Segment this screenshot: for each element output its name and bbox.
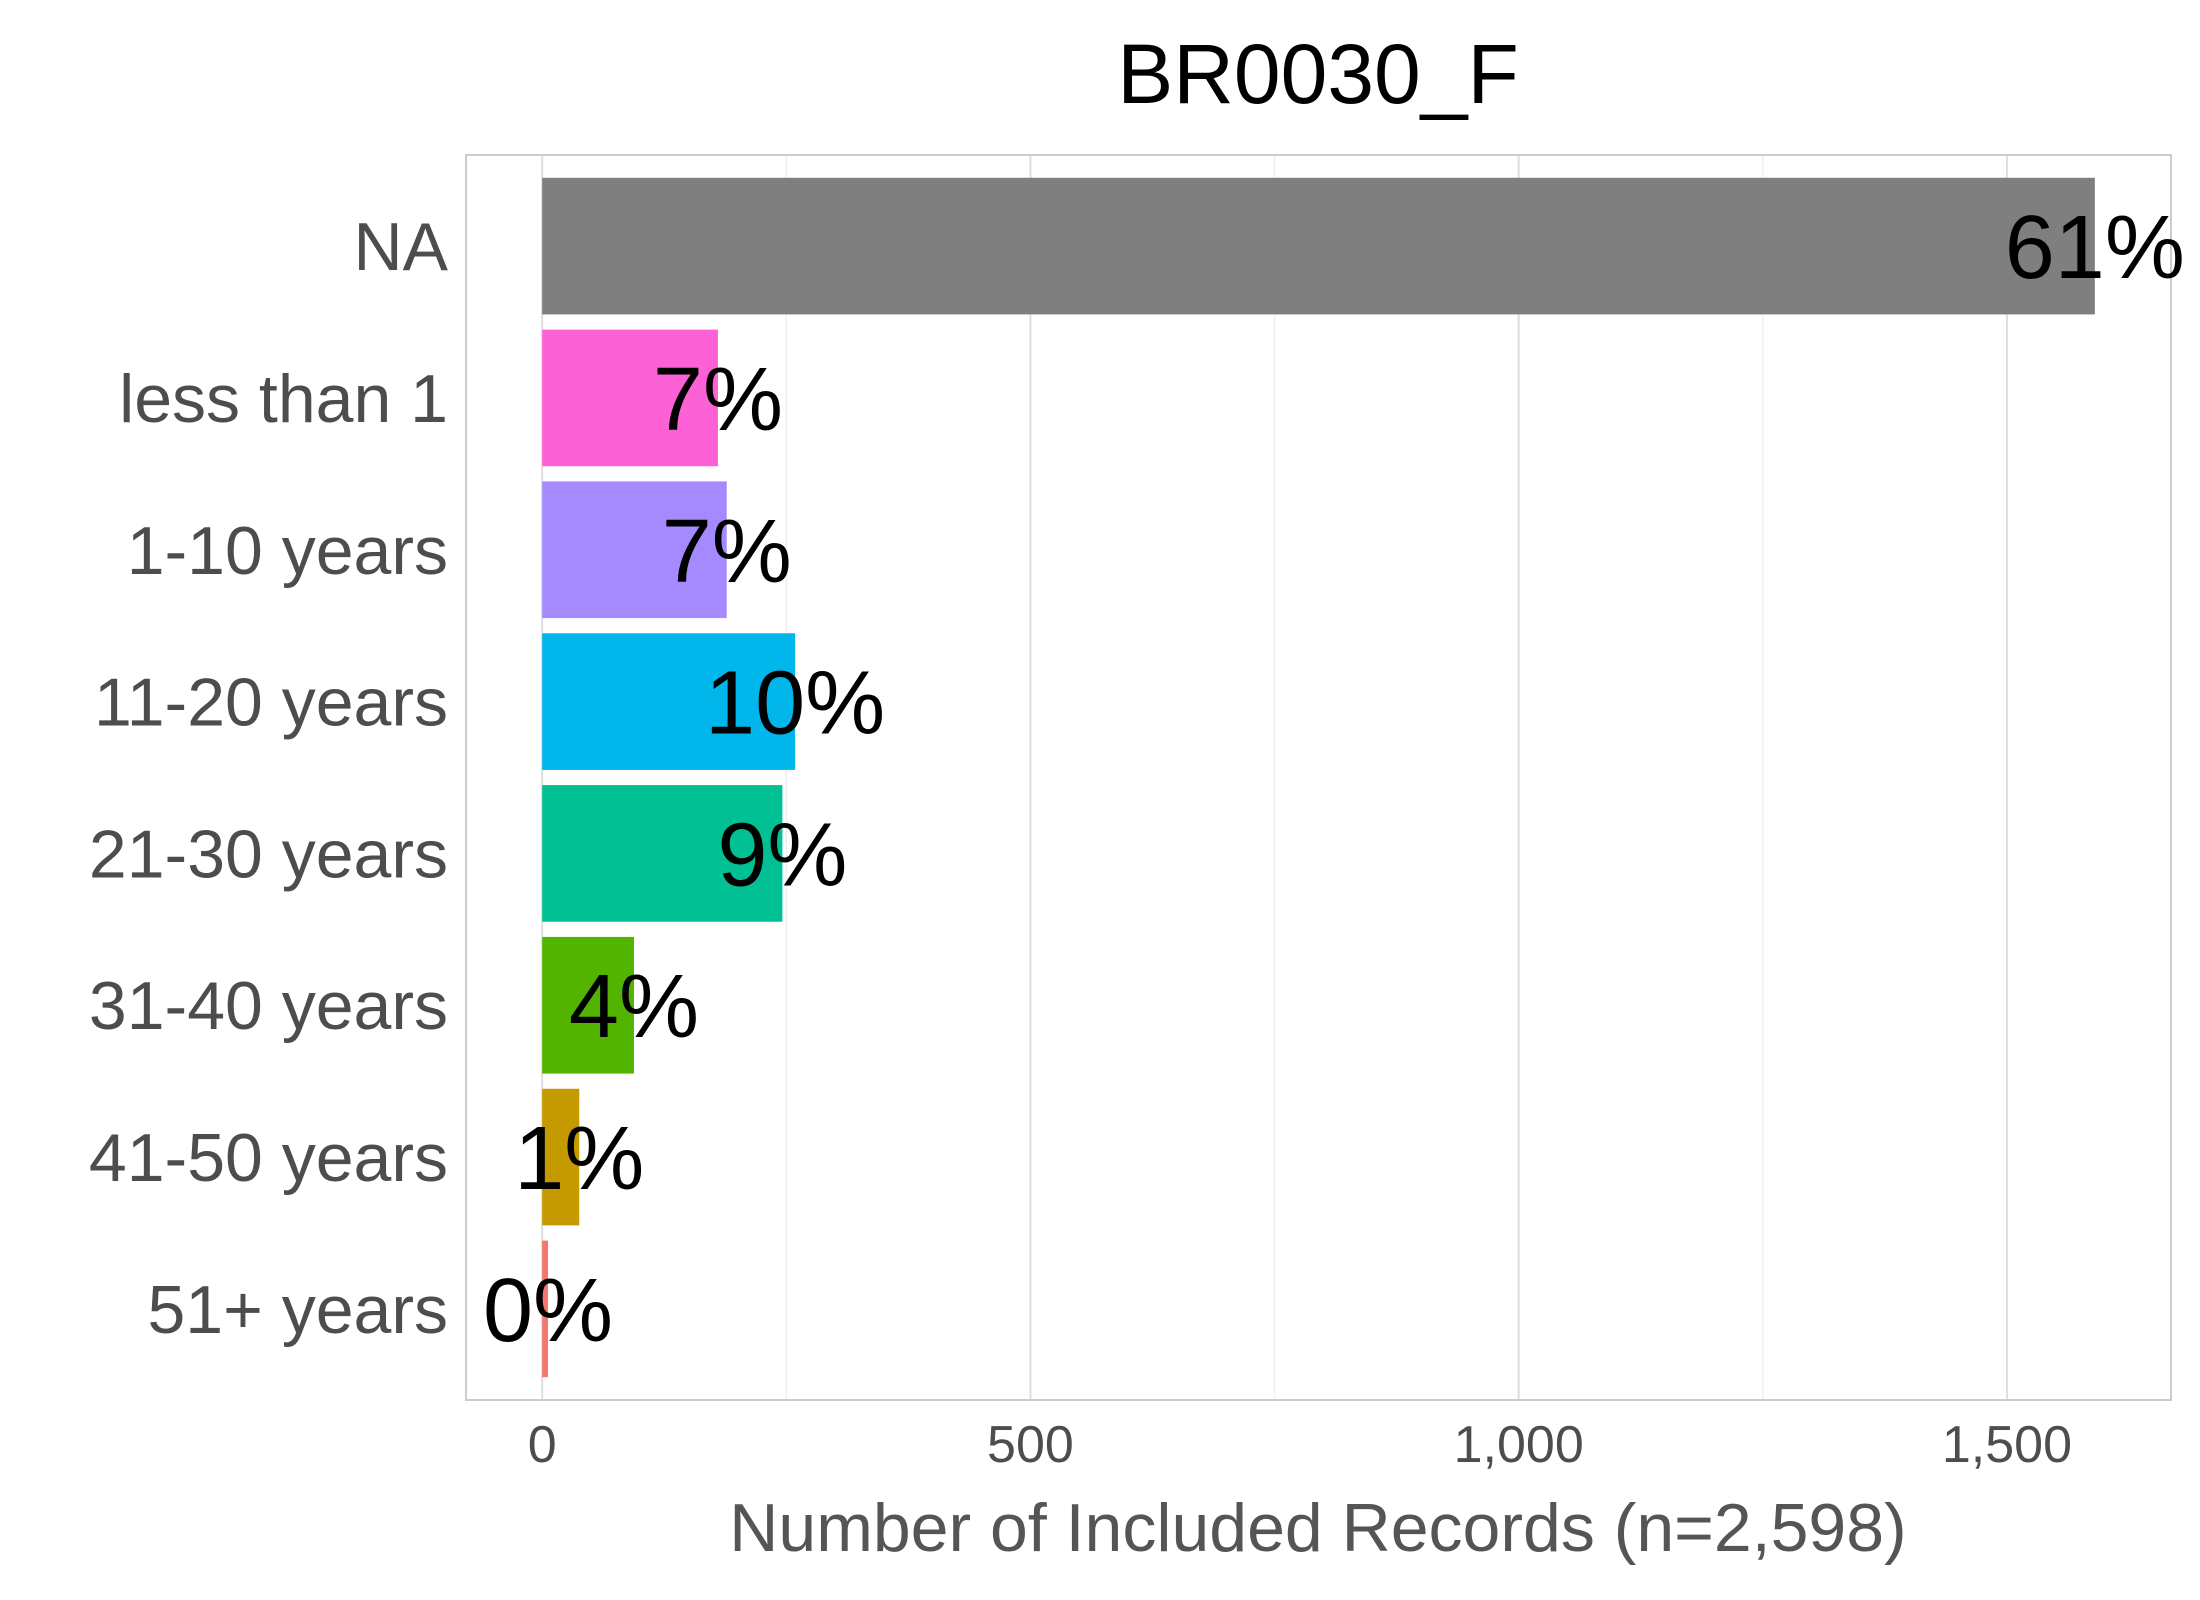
- chart-title: BR0030_F: [1117, 27, 1519, 121]
- bar-value-label: 1%: [514, 1109, 644, 1209]
- bar: [542, 1088, 580, 1226]
- y-tick-label: 21-30 years: [89, 816, 448, 892]
- bar-value-label: 4%: [569, 957, 699, 1057]
- plot-panel: [465, 154, 2172, 1401]
- x-axis-label: Number of Included Records (n=2,598): [729, 1490, 1906, 1566]
- bar: [542, 936, 634, 1074]
- bar: [542, 329, 718, 467]
- x-tick-label: 1,000: [1454, 1416, 1584, 1474]
- y-tick-label: 1-10 years: [127, 513, 448, 589]
- x-tick-label: 0: [528, 1416, 557, 1474]
- y-tick-label: 31-40 years: [89, 968, 448, 1044]
- y-tick-label: 11-20 years: [94, 665, 448, 741]
- y-tick-label: less than 1: [119, 361, 448, 437]
- bar-value-label: 0%: [483, 1261, 613, 1361]
- bar-value-label: 61%: [2005, 198, 2185, 298]
- y-axis-tick-labels: NA less than 1 1-10 years 11-20 years 21-30 …: [89, 209, 449, 1348]
- bar-value-label: 7%: [662, 502, 792, 602]
- bar: [542, 1240, 549, 1378]
- bar-value-label: 9%: [717, 805, 847, 905]
- x-tick-label: 500: [987, 1416, 1074, 1474]
- data-labels: 61% 7% 7% 10% 9%4% 1% 0%: [483, 198, 2185, 1361]
- bar-value-label: 10%: [705, 654, 885, 754]
- x-tick-label: 1,500: [1942, 1416, 2072, 1474]
- y-tick-label: 41-50 years: [89, 1120, 448, 1196]
- x-axis-tick-labels: 0 500 1,000 1,500: [528, 1416, 2072, 1474]
- bar: [542, 177, 2095, 315]
- y-tick-label: NA: [354, 209, 449, 285]
- bar: [542, 481, 727, 619]
- grid-lines: [541, 155, 2008, 1400]
- bar: [542, 785, 783, 922]
- bar: [542, 633, 796, 770]
- y-tick-label: 51+ years: [147, 1272, 448, 1348]
- bars: [542, 177, 2095, 1378]
- bar-value-label: 7%: [653, 350, 783, 450]
